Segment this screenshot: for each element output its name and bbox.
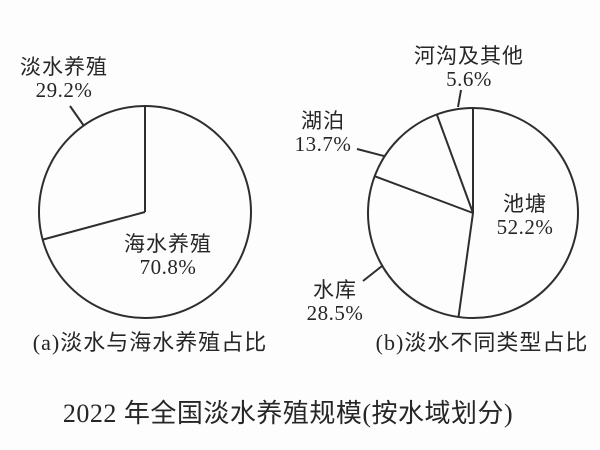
label-pond-name: 池塘 — [503, 192, 547, 216]
label-pond: 池塘 52.2% — [475, 193, 575, 239]
pie-b — [367, 107, 579, 319]
leader-line-lake — [356, 148, 385, 157]
label-lake-percent: 13.7% — [294, 132, 352, 156]
caption-pie-b: (b)淡水不同类型占比 — [375, 330, 589, 355]
label-ditch-and-others: 河沟及其他 5.6% — [409, 45, 529, 91]
label-lake-name: 湖泊 — [301, 109, 345, 133]
label-reservoir: 水库 28.5% — [285, 279, 385, 325]
label-seawater: 海水养殖 70.8% — [118, 233, 218, 279]
figure-title: 2022 年全国淡水养殖规模(按水域划分) — [62, 399, 514, 428]
pie-a — [38, 105, 252, 319]
label-freshwater: 淡水养殖 29.2% — [14, 56, 114, 102]
leader-line-reservoir — [362, 265, 383, 282]
label-ditch-and-others-name: 河沟及其他 — [414, 44, 524, 68]
label-freshwater-name: 淡水养殖 — [20, 55, 108, 79]
label-pond-percent: 52.2% — [496, 215, 554, 239]
label-freshwater-percent: 29.2% — [35, 78, 93, 102]
label-reservoir-percent: 28.5% — [306, 301, 364, 325]
label-reservoir-name: 水库 — [313, 278, 357, 302]
label-seawater-name: 海水养殖 — [124, 232, 212, 256]
label-seawater-percent: 70.8% — [139, 255, 197, 279]
label-ditch-and-others-percent: 5.6% — [446, 67, 492, 91]
leader-line-ditch — [457, 89, 462, 108]
label-lake: 湖泊 13.7% — [273, 110, 373, 156]
leader-line-freshwater — [69, 105, 85, 127]
caption-pie-a: (a)淡水与海水养殖占比 — [32, 330, 268, 355]
